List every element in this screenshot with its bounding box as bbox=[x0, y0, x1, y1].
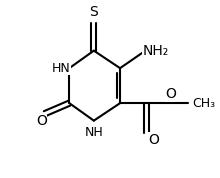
Text: HN: HN bbox=[52, 62, 71, 75]
Text: CH₃: CH₃ bbox=[193, 97, 216, 110]
Text: O: O bbox=[36, 114, 47, 128]
Text: O: O bbox=[165, 87, 176, 101]
Text: O: O bbox=[148, 133, 159, 147]
Text: NH₂: NH₂ bbox=[143, 44, 169, 58]
Text: S: S bbox=[90, 5, 98, 19]
Text: NH: NH bbox=[84, 126, 103, 139]
